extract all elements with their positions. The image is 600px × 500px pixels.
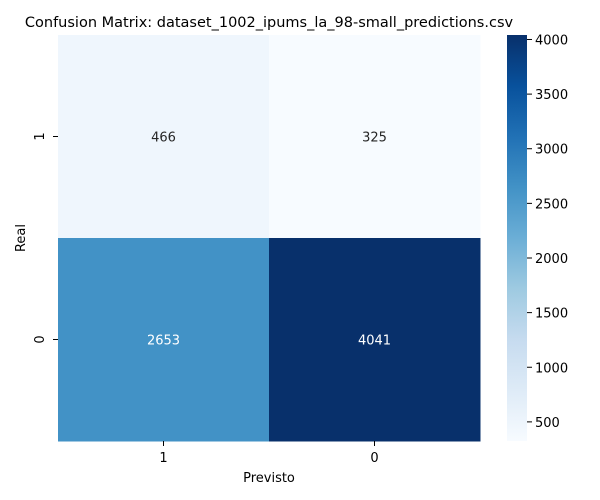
- colorbar-tick-label: 1000: [535, 361, 568, 376]
- y-tick-label: 1: [33, 132, 48, 140]
- colorbar-gradient: [507, 35, 527, 441]
- heatmap-cell-r0-c0: [58, 35, 270, 239]
- cell-value-label: 4041: [358, 334, 391, 349]
- cell-value-label: 466: [151, 131, 176, 146]
- y-tick-label: 0: [33, 335, 48, 343]
- cell-value-label: 2653: [147, 334, 180, 349]
- heatmap-cells: [58, 35, 481, 442]
- y-axis-label: Real: [14, 224, 29, 252]
- colorbar-tick-label: 500: [535, 416, 560, 431]
- colorbar-tick-label: 1500: [535, 307, 568, 322]
- y-axis: 10: [33, 132, 58, 344]
- colorbar-tick-label: 3500: [535, 88, 568, 103]
- colorbar-tick-label: 2000: [535, 252, 568, 267]
- heatmap-annotations: 466 325 2653 4041: [147, 131, 391, 349]
- colorbar-ticks: 500 1000 1500 2000 2500 3000 3500 4000: [527, 33, 568, 431]
- x-axis-label: Previsto: [243, 471, 295, 486]
- colorbar-tick-label: 3000: [535, 143, 568, 158]
- colorbar-tick-label: 4000: [535, 33, 568, 48]
- x-tick-label: 0: [370, 451, 378, 466]
- colorbar: 500 1000 1500 2000 2500 3000 3500 4000: [507, 33, 568, 441]
- heatmap-cell-r0-c1: [269, 35, 481, 239]
- cell-value-label: 325: [362, 131, 387, 146]
- colorbar-tick-label: 2500: [535, 197, 568, 212]
- heatmap-cell-r1-c0: [58, 238, 270, 442]
- heatmap-cell-r1-c1: [269, 238, 481, 442]
- x-tick-label: 1: [159, 451, 167, 466]
- chart-title: Confusion Matrix: dataset_1002_ipums_la_…: [25, 15, 514, 31]
